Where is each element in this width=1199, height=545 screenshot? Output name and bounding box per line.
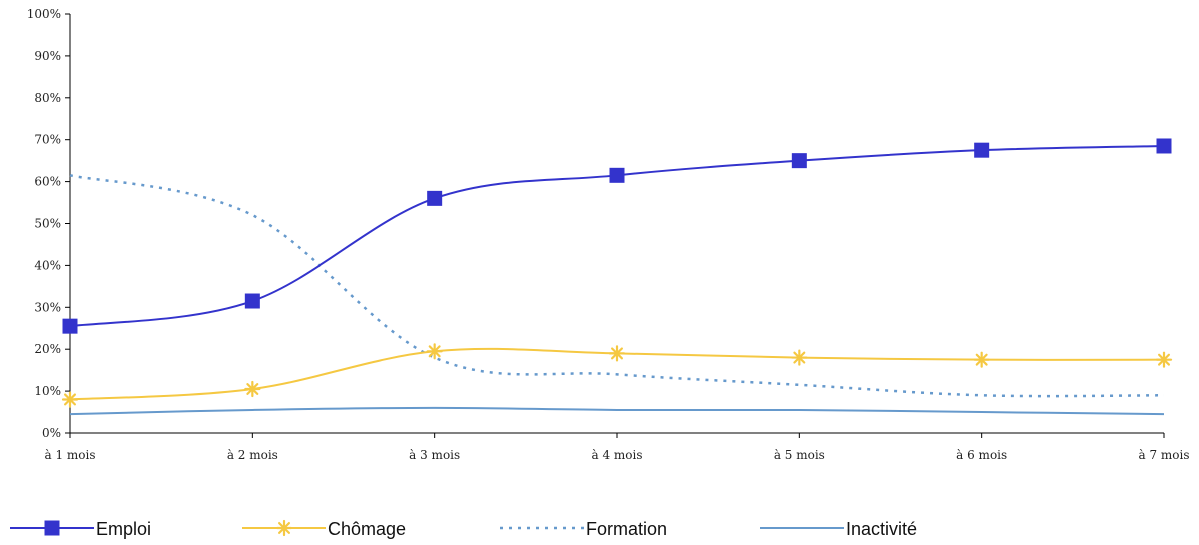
legend-marker-chomage <box>275 519 293 537</box>
legend-item-chomage: Chômage <box>242 519 406 539</box>
y-tick-label: 0% <box>42 426 61 440</box>
x-tick-label: à 3 mois <box>409 448 460 462</box>
x-tick-label: à 5 mois <box>774 448 825 462</box>
y-tick-label: 60% <box>34 175 61 189</box>
data-point-chomage-7 <box>1155 351 1173 368</box>
data-point-emploi-4 <box>609 167 625 183</box>
series-emploi <box>62 138 1172 334</box>
series-formation <box>69 174 1165 398</box>
data-point-chomage-6 <box>973 351 990 368</box>
data-point-emploi-2 <box>244 293 260 309</box>
legend-marker-emploi <box>44 520 60 536</box>
data-point-emploi-1 <box>62 318 78 334</box>
legend-item-formation: Formation <box>500 519 667 539</box>
data-point-chomage-3 <box>426 343 443 360</box>
y-tick-label: 30% <box>34 300 61 314</box>
legend-label-inactivite: Inactivité <box>846 519 917 539</box>
legend-label-formation: Formation <box>586 519 667 539</box>
y-tick-label: 80% <box>34 91 61 105</box>
data-point-emploi-3 <box>427 190 443 206</box>
axes: 0% 10% 20% 30% 40% 50% 60% 70% 80% 90% 100% à 1 moi… <box>27 7 1190 462</box>
y-tick-label: 100% <box>27 7 61 21</box>
y-tick-label: 20% <box>34 342 61 356</box>
y-tick-label: 90% <box>34 49 61 63</box>
series-chomage <box>61 343 1173 408</box>
data-point-chomage-5 <box>791 349 808 366</box>
series-layer <box>61 138 1173 416</box>
y-tick-label: 50% <box>34 217 61 231</box>
legend-label-emploi: Emploi <box>96 519 151 539</box>
data-point-chomage-4 <box>608 345 626 362</box>
data-point-emploi-7 <box>1156 138 1172 154</box>
data-point-chomage-1 <box>61 391 79 408</box>
x-tick-label: à 4 mois <box>591 448 642 462</box>
x-tick-label: à 7 mois <box>1138 448 1189 462</box>
x-tick-label: à 2 mois <box>227 448 278 462</box>
x-tick-label: à 6 mois <box>956 448 1007 462</box>
data-point-chomage-2 <box>244 380 261 398</box>
data-point-emploi-6 <box>974 142 990 158</box>
y-tick-label: 70% <box>34 133 61 147</box>
legend-item-emploi: Emploi <box>10 519 151 539</box>
x-tick-label: à 1 mois <box>44 448 95 462</box>
series-inactivite <box>69 406 1165 416</box>
legend: Emploi Chômage Formation Inactivité <box>10 519 917 539</box>
series-line-formation <box>69 174 1165 398</box>
y-tick-label: 10% <box>34 384 61 398</box>
legend-label-chomage: Chômage <box>328 519 406 539</box>
y-tick-label: 40% <box>34 258 61 272</box>
legend-item-inactivite: Inactivité <box>760 519 917 539</box>
data-point-emploi-5 <box>791 153 807 169</box>
series-line-inactivite <box>69 406 1165 416</box>
